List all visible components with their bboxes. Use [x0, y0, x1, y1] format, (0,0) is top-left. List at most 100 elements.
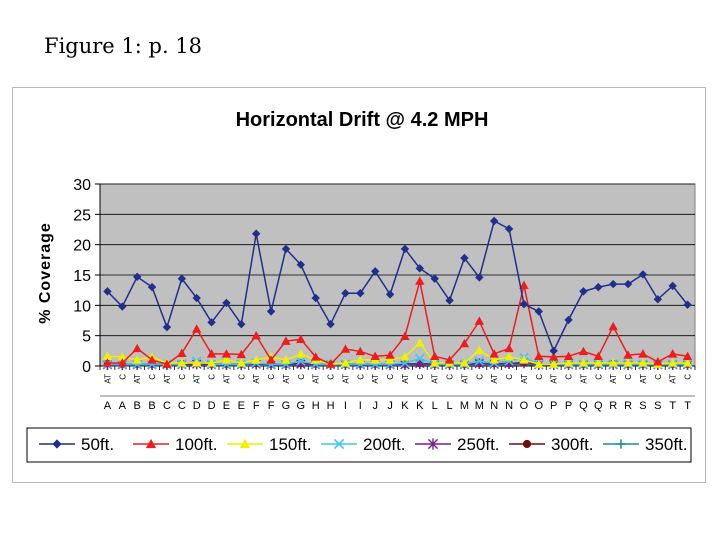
- data-point: [429, 358, 440, 367]
- data-point: [102, 358, 113, 367]
- data-point: [504, 352, 514, 361]
- x-category-label: S: [639, 400, 646, 412]
- data-point: [206, 349, 217, 358]
- x-category-label: T: [684, 400, 691, 412]
- data-point: [221, 349, 232, 358]
- data-point: [593, 358, 604, 367]
- data-point: [311, 293, 320, 303]
- x-category-code: C: [535, 374, 544, 380]
- x-category-label: R: [609, 400, 617, 412]
- data-point: [594, 282, 603, 292]
- data-point: [341, 289, 350, 298]
- data-point: [177, 274, 187, 283]
- x-category-code: C: [267, 374, 276, 380]
- data-point: [489, 216, 499, 226]
- data-point: [117, 358, 128, 367]
- y-tick-label: 15: [73, 268, 91, 285]
- data-point: [563, 358, 574, 367]
- data-point: [400, 331, 410, 340]
- data-point: [415, 353, 425, 364]
- data-point: [474, 356, 485, 366]
- x-category-label: G: [282, 400, 291, 412]
- x-category-label: G: [297, 400, 306, 412]
- data-point: [563, 351, 574, 360]
- x-category-code: C: [416, 374, 425, 380]
- data-point: [400, 244, 410, 254]
- data-point: [534, 359, 544, 368]
- x-category-label: K: [416, 400, 424, 412]
- data-point: [370, 351, 380, 360]
- x-category-code: AT: [401, 374, 410, 384]
- x-category-label: P: [550, 400, 557, 412]
- data-point: [653, 295, 663, 304]
- data-point: [474, 316, 485, 325]
- data-point: [415, 338, 425, 347]
- legend-marker: [145, 438, 157, 449]
- x-category-label: N: [490, 400, 498, 412]
- data-point: [429, 351, 440, 360]
- x-category-label: D: [208, 400, 216, 412]
- data-point: [191, 324, 202, 333]
- series-line: [106, 219, 689, 353]
- x-category-code: AT: [222, 374, 231, 384]
- x-category-code: C: [327, 374, 336, 380]
- data-point: [474, 345, 485, 354]
- x-category-code: AT: [490, 374, 499, 384]
- chart-area: Horizontal Drift @ 4.2 MPH % Coverage 0 5…: [12, 87, 706, 483]
- x-category-code: AT: [341, 374, 350, 384]
- x-category-code: C: [208, 374, 217, 380]
- data-point: [206, 358, 217, 367]
- legend-marker: [333, 438, 345, 450]
- legend-marker: [427, 438, 439, 450]
- data-point: [459, 338, 470, 348]
- series-line: [107, 280, 688, 366]
- x-category-code: C: [475, 374, 484, 380]
- x-category-code: C: [565, 374, 574, 380]
- data-point: [251, 355, 261, 364]
- series-line: [107, 341, 688, 365]
- drift-chart: Horizontal Drift @ 4.2 MPH % Coverage 0 5…: [26, 109, 696, 463]
- x-category-code: AT: [520, 374, 529, 384]
- data-point: [534, 351, 544, 360]
- data-point: [296, 334, 306, 344]
- chart-title: Horizontal Drift @ 4.2 MPH: [236, 109, 489, 131]
- data-point: [325, 359, 336, 368]
- data-point: [191, 358, 202, 367]
- data-point: [385, 290, 395, 299]
- x-category-code: C: [654, 374, 663, 380]
- x-category-label: D: [193, 400, 201, 412]
- data-point: [519, 280, 529, 290]
- data-point: [266, 355, 276, 364]
- data-point: [519, 299, 529, 309]
- data-point: [236, 349, 247, 359]
- data-point: [177, 358, 187, 367]
- data-point: [638, 270, 648, 279]
- data-point: [549, 346, 558, 356]
- data-point: [370, 267, 380, 276]
- data-point: [355, 346, 366, 356]
- data-point: [459, 358, 470, 367]
- data-point: [296, 356, 306, 366]
- data-point: [237, 319, 246, 329]
- x-category-code: C: [297, 374, 306, 380]
- data-point: [340, 344, 351, 353]
- legend-label: 350ft.: [645, 435, 688, 454]
- x-category-label: E: [238, 400, 245, 412]
- data-point: [504, 224, 514, 234]
- x-category-code: AT: [193, 374, 202, 384]
- series-100ft: [102, 276, 693, 368]
- data-point: [579, 287, 588, 296]
- data-point: [623, 350, 633, 359]
- legend-marker: [52, 439, 62, 449]
- legend-marker: [616, 439, 626, 449]
- data-point: [578, 346, 589, 356]
- x-category-label: J: [387, 400, 393, 412]
- x-category-code: C: [446, 374, 455, 380]
- x-category-code: AT: [103, 374, 112, 384]
- data-point: [682, 351, 693, 360]
- data-point: [251, 229, 261, 238]
- data-point: [162, 359, 172, 368]
- x-category-code: AT: [460, 374, 469, 384]
- data-point: [132, 355, 142, 364]
- data-point: [281, 355, 291, 364]
